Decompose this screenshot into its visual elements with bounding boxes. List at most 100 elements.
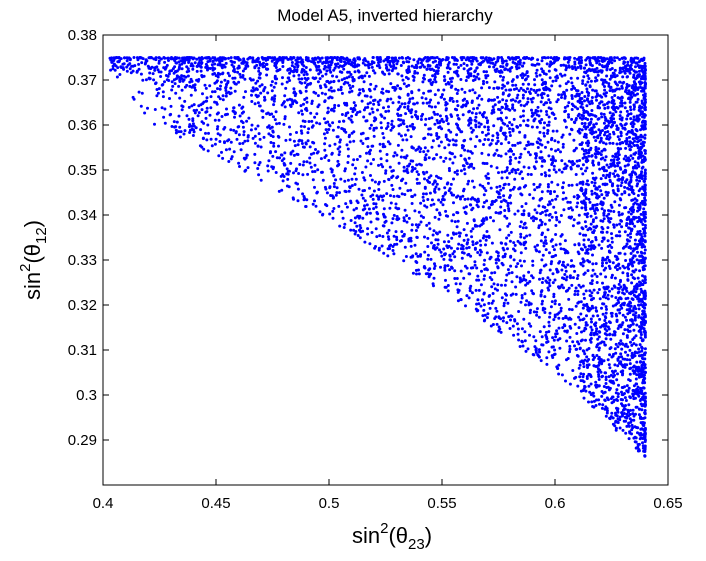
- data-point: [522, 274, 526, 278]
- data-point: [581, 264, 585, 268]
- data-point: [351, 163, 355, 167]
- data-point: [184, 75, 188, 79]
- data-point: [636, 56, 640, 60]
- data-point: [256, 167, 260, 170]
- data-point: [283, 105, 287, 109]
- data-point: [594, 122, 598, 126]
- data-point: [379, 157, 383, 161]
- data-point: [258, 84, 262, 88]
- data-point: [272, 144, 276, 148]
- data-point: [304, 66, 308, 69]
- data-point: [523, 221, 527, 225]
- data-point: [577, 213, 581, 217]
- data-point: [503, 283, 507, 287]
- data-point: [406, 128, 410, 132]
- data-point: [566, 263, 570, 267]
- data-point: [464, 205, 468, 209]
- data-point: [616, 150, 620, 154]
- data-point: [202, 100, 206, 104]
- data-point: [563, 239, 567, 243]
- data-point: [570, 283, 574, 287]
- data-point: [620, 225, 624, 229]
- data-point: [392, 56, 396, 60]
- data-point: [486, 128, 490, 132]
- data-point: [504, 311, 508, 315]
- data-point: [455, 92, 459, 95]
- data-point: [610, 96, 614, 99]
- data-point: [548, 278, 552, 282]
- data-point: [561, 145, 565, 149]
- data-point: [486, 125, 490, 129]
- data-point: [325, 131, 329, 134]
- data-point: [540, 343, 544, 347]
- data-point: [573, 293, 577, 296]
- data-point: [494, 198, 498, 202]
- data-point: [424, 117, 428, 121]
- data-point: [257, 132, 261, 136]
- data-point: [266, 91, 270, 95]
- data-point: [297, 73, 301, 77]
- data-point: [616, 173, 619, 177]
- data-point: [405, 220, 409, 224]
- data-point: [392, 65, 396, 68]
- data-point: [597, 128, 601, 132]
- data-point: [472, 74, 476, 78]
- data-point: [301, 163, 305, 167]
- data-point: [624, 146, 628, 150]
- data-point: [294, 169, 298, 173]
- data-point: [473, 69, 477, 73]
- data-point: [610, 246, 614, 249]
- data-point: [635, 184, 639, 188]
- data-point: [253, 152, 257, 156]
- data-point: [586, 305, 590, 309]
- data-point: [519, 232, 523, 236]
- data-point: [643, 199, 647, 202]
- data-point: [296, 182, 299, 186]
- data-point: [558, 260, 562, 264]
- data-point: [113, 68, 117, 72]
- data-point: [591, 161, 595, 165]
- data-point: [610, 276, 614, 279]
- data-point: [611, 304, 615, 308]
- data-point: [434, 65, 438, 69]
- data-point: [603, 133, 606, 137]
- data-point: [442, 240, 446, 244]
- data-point: [333, 106, 336, 110]
- data-point: [451, 161, 455, 165]
- data-point: [426, 132, 430, 136]
- data-point: [635, 100, 639, 104]
- data-point: [632, 144, 636, 147]
- data-point: [433, 56, 437, 60]
- data-point: [351, 84, 355, 88]
- data-point: [601, 302, 605, 306]
- data-point: [538, 120, 542, 124]
- data-point: [489, 255, 493, 259]
- data-point: [475, 75, 479, 79]
- data-point: [612, 158, 616, 162]
- data-point: [316, 105, 320, 109]
- data-point: [546, 123, 549, 127]
- data-point: [428, 272, 431, 276]
- data-point: [324, 154, 328, 158]
- data-point: [388, 247, 391, 251]
- data-point: [429, 98, 433, 102]
- data-point: [392, 125, 396, 129]
- data-point: [465, 246, 469, 250]
- data-point: [381, 198, 385, 202]
- data-point: [630, 185, 634, 189]
- data-point: [603, 106, 607, 110]
- data-point: [581, 79, 585, 83]
- data-point: [642, 207, 646, 211]
- data-point: [640, 356, 644, 360]
- data-point: [410, 169, 414, 173]
- data-point: [543, 311, 547, 314]
- data-point: [643, 177, 647, 181]
- data-point: [519, 242, 523, 246]
- data-point: [580, 91, 584, 94]
- data-point: [605, 230, 609, 234]
- data-point: [616, 135, 620, 139]
- data-point: [202, 147, 206, 151]
- data-point: [493, 317, 497, 320]
- data-point: [621, 313, 625, 317]
- data-point: [258, 161, 262, 164]
